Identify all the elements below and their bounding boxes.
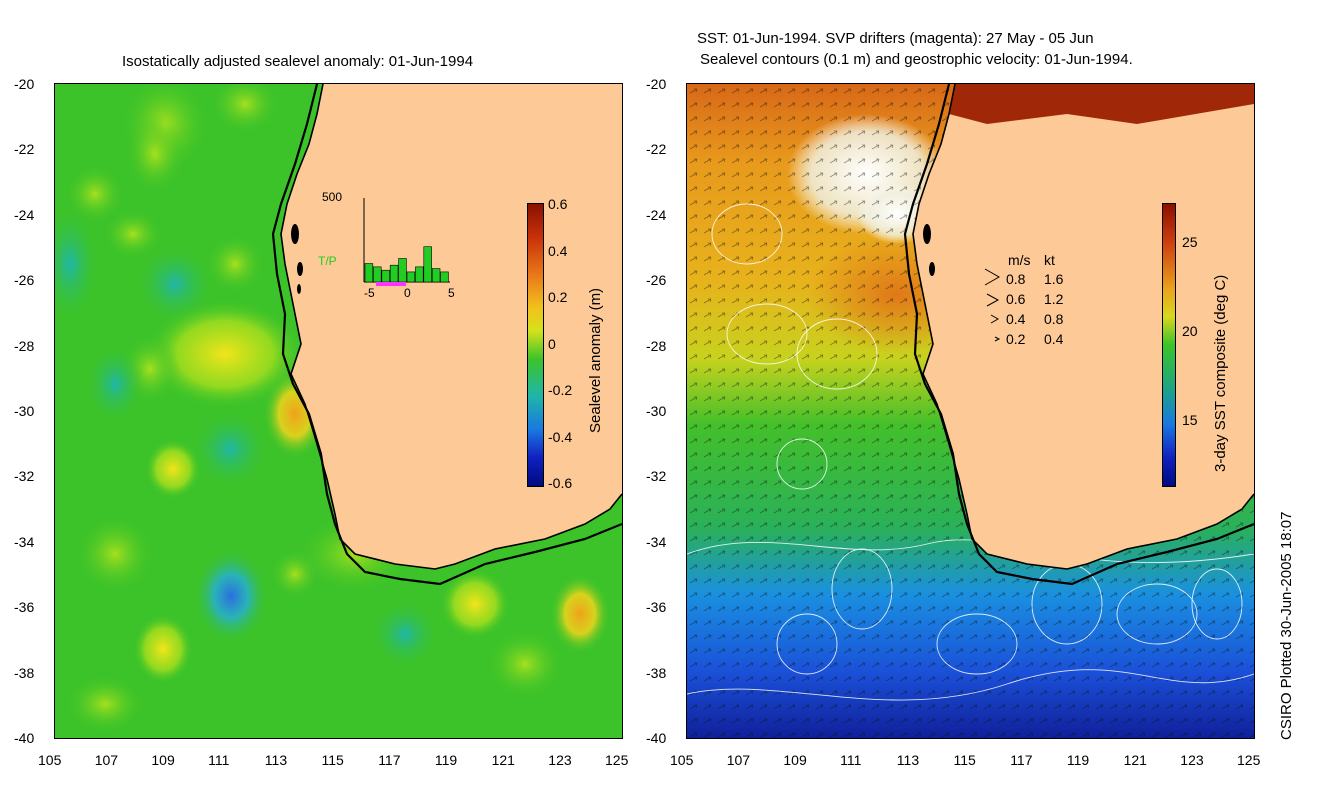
y-tick-label: -30 <box>14 403 35 419</box>
y-tick-label: -38 <box>14 664 35 681</box>
inset-xtick: -5 <box>364 286 375 300</box>
y-tick-label: -40 <box>646 730 667 746</box>
y-tick-label: -32 <box>14 468 35 485</box>
x-tick-label: 119 <box>1066 752 1090 768</box>
histogram-bar <box>415 266 424 283</box>
y-tick-label: -20 <box>14 76 35 92</box>
histogram-bar <box>440 271 449 283</box>
y-tick-label: -34 <box>14 533 35 550</box>
colorbar-tick-label: 0.2 <box>548 289 568 305</box>
colorbar-tick-label: 25 <box>1182 234 1198 250</box>
y-tick-label: -28 <box>646 337 667 354</box>
x-tick-label: 107 <box>726 752 751 768</box>
x-tick-label: 123 <box>1180 752 1204 768</box>
colorbar-tick-label: 0 <box>548 335 556 352</box>
x-tick-label: 111 <box>840 752 862 768</box>
colorbar-tick-label: 15 <box>1182 412 1198 428</box>
right-panel-title-line1: SST: 01-Jun-1994. SVP drifters (magenta)… <box>697 30 1094 47</box>
y-tick-label: -36 <box>14 599 35 616</box>
inset-xtick: 5 <box>448 286 455 300</box>
x-tick-label: 107 <box>94 752 119 768</box>
x-tick-label: 125 <box>1237 752 1261 768</box>
histogram-bar <box>406 271 416 283</box>
velocity-legend-ms: 0.2 <box>1006 331 1026 347</box>
y-tick-label: -22 <box>646 141 667 158</box>
inset-max-label: 500 <box>322 190 343 204</box>
y-tick-label: -26 <box>14 272 35 289</box>
histogram-bar <box>431 268 441 283</box>
velocity-legend-kt: 1.6 <box>1044 271 1064 287</box>
left-panel-title: Isostatically adjusted sealevel anomaly:… <box>122 53 474 70</box>
y-tick-label: -30 <box>646 403 667 419</box>
y-tick-label: -26 <box>646 272 667 289</box>
colorbar-tick-label: -0.2 <box>548 382 573 398</box>
velocity-legend-kt: 0.8 <box>1044 311 1064 327</box>
credit-text: CSIRO Plotted 30-Jun-2005 18:07 <box>1278 511 1295 740</box>
x-tick-label: 105 <box>670 752 694 768</box>
sealevel-colorbar-label: Sealevel anomaly (m) <box>587 287 604 433</box>
y-tick-label: -24 <box>14 206 35 223</box>
x-tick-label: 125 <box>605 752 629 768</box>
drifter-range-bar <box>376 282 406 286</box>
colorbar-tick-label: -0.4 <box>548 428 573 445</box>
sst-map <box>686 83 1255 739</box>
sst-colorbar <box>1162 203 1176 487</box>
y-tick-label: -32 <box>646 468 667 485</box>
colorbar-tick-label: -0.6 <box>548 475 573 491</box>
y-tick-label: -28 <box>14 337 35 354</box>
inset-xtick: 0 <box>404 286 411 300</box>
x-tick-label: 123 <box>548 752 572 768</box>
x-tick-label: 113 <box>896 752 920 768</box>
x-tick-label: 117 <box>1010 752 1033 768</box>
histogram-bar <box>381 269 390 283</box>
y-tick-label: -40 <box>14 730 35 746</box>
inset-series-label: T/P <box>318 254 337 268</box>
y-tick-label: -34 <box>646 533 667 550</box>
velocity-legend-ms: 0.4 <box>1006 311 1026 327</box>
right-panel-title-line2: Sealevel contours (0.1 m) and geostrophi… <box>700 51 1133 68</box>
velocity-legend-kt: 0.4 <box>1044 331 1064 347</box>
x-tick-label: 115 <box>321 752 344 768</box>
x-tick-label: 111 <box>208 752 230 768</box>
velocity-legend-ms: 0.8 <box>1006 271 1026 287</box>
x-tick-label: 117 <box>378 752 401 768</box>
velocity-legend-kt: 1.2 <box>1044 291 1064 307</box>
x-tick-label: 121 <box>1123 752 1147 768</box>
x-tick-label: 105 <box>38 752 62 768</box>
histogram-bar <box>373 266 382 283</box>
velocity-legend-ms: 0.6 <box>1006 291 1026 307</box>
colorbar-tick-label: 0.4 <box>548 242 568 259</box>
histogram-bar <box>364 263 374 283</box>
x-tick-label: 109 <box>151 752 175 768</box>
colorbar-tick-label: 0.6 <box>548 196 568 212</box>
x-tick-label: 121 <box>491 752 515 768</box>
y-tick-label: -20 <box>646 76 667 92</box>
velocity-legend-header-ms: m/s <box>1008 252 1031 268</box>
y-tick-label: -22 <box>14 141 35 158</box>
y-tick-label: -36 <box>646 599 667 616</box>
sealevel-colorbar <box>527 203 544 487</box>
tp-histogram-inset: 500 T/P -5 0 5 <box>310 190 470 305</box>
histogram-bar <box>398 258 407 283</box>
histogram-bar <box>423 246 432 283</box>
x-tick-label: 119 <box>434 752 458 768</box>
colorbar-tick-label: 20 <box>1182 323 1198 339</box>
y-tick-label: -38 <box>646 664 667 681</box>
x-tick-label: 115 <box>953 752 976 768</box>
x-tick-label: 113 <box>264 752 288 768</box>
x-tick-label: 109 <box>783 752 807 768</box>
y-tick-label: -24 <box>646 206 667 223</box>
sst-colorbar-label: 3-day SST composite (deg C) <box>1212 274 1229 472</box>
velocity-legend-header-kt: kt <box>1044 252 1055 268</box>
histogram-bar <box>389 264 399 283</box>
